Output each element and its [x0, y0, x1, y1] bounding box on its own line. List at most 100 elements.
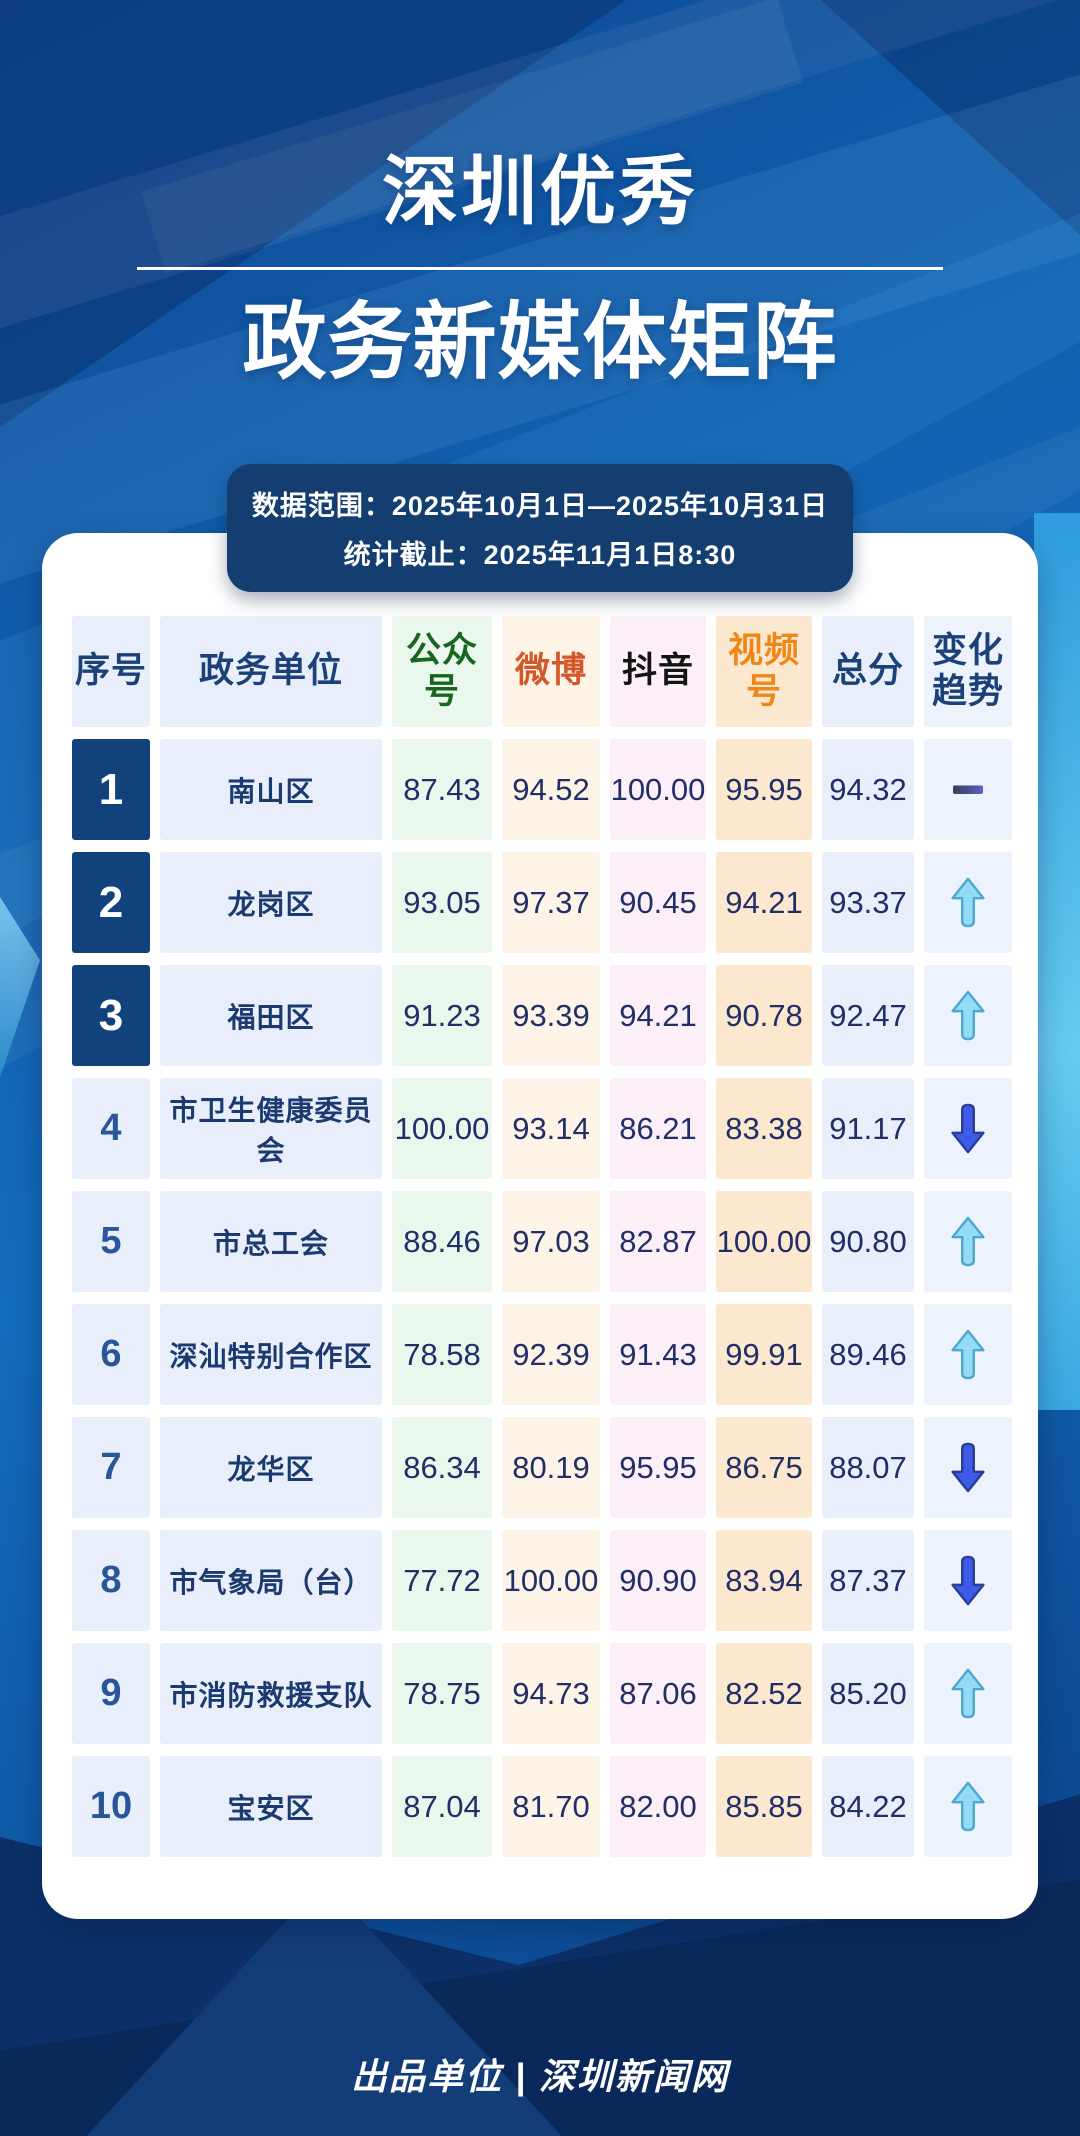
- score-weibo-cell: 97.03: [502, 1191, 600, 1292]
- score-channels-cell: 94.21: [716, 852, 812, 953]
- trend-cell: [924, 1756, 1012, 1857]
- stats-cutoff-text: 统计截止：2025年11月1日8:30: [343, 540, 737, 570]
- trend-cell: [924, 852, 1012, 953]
- score-total-cell: 94.32: [822, 739, 914, 840]
- score-wechat-cell: 78.75: [392, 1643, 492, 1744]
- trend-down-icon: [951, 1442, 985, 1492]
- score-channels-cell: 85.85: [716, 1756, 812, 1857]
- unit-cell: 南山区: [160, 739, 382, 840]
- score-douyin-cell: 82.87: [610, 1191, 706, 1292]
- header-douyin: 抖音: [610, 616, 706, 727]
- header-rank: 序号: [72, 616, 150, 727]
- score-total-cell: 92.47: [822, 965, 914, 1066]
- trend-cell: [924, 1417, 1012, 1518]
- ranking-card: 序号 政务单位 公众号 微博 抖音 视频号 总分 变化趋势 1 南山区 87.43 94.52 100.…: [42, 533, 1038, 1919]
- title-divider: [137, 267, 943, 270]
- trend-cell: [924, 1078, 1012, 1179]
- score-channels-cell: 95.95: [716, 739, 812, 840]
- trend-cell: [924, 1191, 1012, 1292]
- rank-cell: 7: [72, 1417, 150, 1518]
- score-total-cell: 88.07: [822, 1417, 914, 1518]
- score-weibo-cell: 94.52: [502, 739, 600, 840]
- trend-up-icon: [951, 1781, 985, 1831]
- score-total-cell: 90.80: [822, 1191, 914, 1292]
- score-wechat-cell: 93.05: [392, 852, 492, 953]
- trend-cell: [924, 1530, 1012, 1631]
- score-douyin-cell: 90.90: [610, 1530, 706, 1631]
- score-total-cell: 85.20: [822, 1643, 914, 1744]
- score-douyin-cell: 100.00: [610, 739, 706, 840]
- score-douyin-cell: 87.06: [610, 1643, 706, 1744]
- score-douyin-cell: 90.45: [610, 852, 706, 953]
- score-wechat-cell: 91.23: [392, 965, 492, 1066]
- rank-cell: 3: [72, 965, 150, 1066]
- score-channels-cell: 86.75: [716, 1417, 812, 1518]
- unit-cell: 福田区: [160, 965, 382, 1066]
- score-wechat-cell: 86.34: [392, 1417, 492, 1518]
- score-weibo-cell: 92.39: [502, 1304, 600, 1405]
- score-wechat-cell: 88.46: [392, 1191, 492, 1292]
- page-title-line1: 深圳优秀: [382, 150, 698, 235]
- score-wechat-cell: 100.00: [392, 1078, 492, 1179]
- date-range-banner: 数据范围：2025年10月1日—2025年10月31日 统计截止：2025年11…: [227, 464, 853, 592]
- score-channels-cell: 99.91: [716, 1304, 812, 1405]
- trend-up-icon: [951, 877, 985, 927]
- score-weibo-cell: 93.14: [502, 1078, 600, 1179]
- header-wechat: 公众号: [392, 616, 492, 727]
- score-weibo-cell: 81.70: [502, 1756, 600, 1857]
- trend-flat-icon: [953, 785, 983, 794]
- unit-cell: 市消防救援支队: [160, 1643, 382, 1744]
- rank-cell: 9: [72, 1643, 150, 1744]
- score-channels-cell: 100.00: [716, 1191, 812, 1292]
- trend-up-icon: [951, 1216, 985, 1266]
- unit-cell: 龙岗区: [160, 852, 382, 953]
- trend-cell: [924, 1304, 1012, 1405]
- rank-cell: 2: [72, 852, 150, 953]
- rank-cell: 10: [72, 1756, 150, 1857]
- score-wechat-cell: 87.04: [392, 1756, 492, 1857]
- score-channels-cell: 82.52: [716, 1643, 812, 1744]
- score-weibo-cell: 97.37: [502, 852, 600, 953]
- score-douyin-cell: 95.95: [610, 1417, 706, 1518]
- trend-up-icon: [951, 990, 985, 1040]
- score-douyin-cell: 82.00: [610, 1756, 706, 1857]
- header-unit: 政务单位: [160, 616, 382, 727]
- score-total-cell: 93.37: [822, 852, 914, 953]
- header-total: 总分: [822, 616, 914, 727]
- score-weibo-cell: 80.19: [502, 1417, 600, 1518]
- score-channels-cell: 90.78: [716, 965, 812, 1066]
- unit-cell: 龙华区: [160, 1417, 382, 1518]
- page-title-line2: 政务新媒体矩阵: [242, 295, 838, 389]
- score-total-cell: 87.37: [822, 1530, 914, 1631]
- rank-cell: 8: [72, 1530, 150, 1631]
- rank-cell: 5: [72, 1191, 150, 1292]
- rank-cell: 1: [72, 739, 150, 840]
- header-channels: 视频号: [716, 616, 812, 727]
- score-douyin-cell: 86.21: [610, 1078, 706, 1179]
- score-weibo-cell: 100.00: [502, 1530, 600, 1631]
- score-total-cell: 91.17: [822, 1078, 914, 1179]
- score-douyin-cell: 91.43: [610, 1304, 706, 1405]
- score-weibo-cell: 94.73: [502, 1643, 600, 1744]
- unit-cell: 市总工会: [160, 1191, 382, 1292]
- trend-up-icon: [951, 1668, 985, 1718]
- ranking-table: 序号 政务单位 公众号 微博 抖音 视频号 总分 变化趋势 1 南山区 87.43 94.52 100.…: [72, 616, 1012, 1857]
- trend-down-icon: [951, 1103, 985, 1153]
- trend-cell: [924, 1643, 1012, 1744]
- trend-up-icon: [951, 1329, 985, 1379]
- unit-cell: 市气象局（台）: [160, 1530, 382, 1631]
- date-range-text: 数据范围：2025年10月1日—2025年10月31日: [251, 491, 829, 521]
- header-trend: 变化趋势: [924, 616, 1012, 727]
- score-weibo-cell: 93.39: [502, 965, 600, 1066]
- score-douyin-cell: 94.21: [610, 965, 706, 1066]
- unit-cell: 深汕特别合作区: [160, 1304, 382, 1405]
- unit-cell: 宝安区: [160, 1756, 382, 1857]
- score-wechat-cell: 77.72: [392, 1530, 492, 1631]
- score-channels-cell: 83.94: [716, 1530, 812, 1631]
- score-total-cell: 84.22: [822, 1756, 914, 1857]
- footer-credit: 出品单位 | 深圳新闻网: [350, 2056, 730, 2097]
- rank-cell: 4: [72, 1078, 150, 1179]
- score-channels-cell: 83.38: [716, 1078, 812, 1179]
- score-total-cell: 89.46: [822, 1304, 914, 1405]
- trend-cell: [924, 965, 1012, 1066]
